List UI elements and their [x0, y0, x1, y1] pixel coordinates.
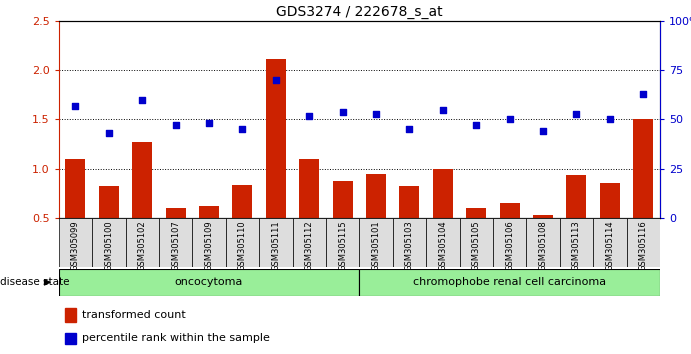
Point: [170, 122, 181, 128]
Point: [337, 109, 348, 114]
Bar: [292, 218, 326, 267]
Title: GDS3274 / 222678_s_at: GDS3274 / 222678_s_at: [276, 5, 443, 19]
Point: [471, 122, 482, 128]
Bar: [567, 176, 587, 218]
Bar: [166, 208, 186, 218]
Point: [70, 103, 81, 109]
Bar: [326, 218, 359, 267]
Point: [538, 129, 549, 134]
Text: GSM305102: GSM305102: [138, 220, 146, 271]
Bar: [65, 333, 75, 343]
Bar: [159, 218, 192, 267]
Bar: [493, 218, 527, 267]
Bar: [126, 218, 159, 267]
Point: [103, 130, 114, 136]
Text: GSM305112: GSM305112: [305, 220, 314, 271]
Text: GSM305116: GSM305116: [638, 220, 647, 271]
Bar: [232, 185, 252, 218]
Bar: [192, 218, 226, 267]
Bar: [392, 218, 426, 267]
Text: chromophobe renal cell carcinoma: chromophobe renal cell carcinoma: [413, 277, 606, 287]
Point: [137, 97, 148, 103]
Point: [604, 116, 615, 122]
Bar: [533, 215, 553, 218]
Bar: [199, 206, 219, 218]
Bar: [359, 269, 660, 296]
Bar: [399, 186, 419, 218]
Bar: [59, 218, 92, 267]
Bar: [332, 181, 352, 218]
Text: GSM305105: GSM305105: [472, 220, 481, 271]
Text: GSM305099: GSM305099: [71, 220, 80, 271]
Bar: [500, 203, 520, 218]
Bar: [99, 186, 119, 218]
Text: percentile rank within the sample: percentile rank within the sample: [82, 333, 269, 343]
Text: GSM305104: GSM305104: [438, 220, 447, 271]
Point: [638, 91, 649, 97]
Text: GSM305100: GSM305100: [104, 220, 113, 271]
Text: GSM305110: GSM305110: [238, 220, 247, 271]
Point: [504, 116, 515, 122]
Bar: [66, 159, 86, 218]
Text: transformed count: transformed count: [82, 310, 185, 320]
Bar: [359, 218, 392, 267]
Bar: [426, 218, 460, 267]
Bar: [460, 218, 493, 267]
Bar: [299, 159, 319, 218]
Bar: [633, 119, 653, 218]
Point: [237, 126, 248, 132]
Bar: [627, 218, 660, 267]
Bar: [593, 218, 627, 267]
Bar: [266, 58, 286, 218]
Bar: [226, 218, 259, 267]
Point: [404, 126, 415, 132]
Text: GSM305111: GSM305111: [272, 220, 281, 271]
Bar: [259, 218, 292, 267]
Bar: [132, 142, 152, 218]
Bar: [366, 173, 386, 218]
Bar: [466, 208, 486, 218]
Bar: [600, 183, 620, 218]
Text: disease state: disease state: [0, 277, 70, 287]
Text: GSM305108: GSM305108: [538, 220, 547, 271]
Point: [571, 111, 582, 116]
Bar: [527, 218, 560, 267]
Bar: [92, 218, 126, 267]
Text: GSM305103: GSM305103: [405, 220, 414, 271]
Text: GSM305106: GSM305106: [505, 220, 514, 271]
Point: [203, 121, 214, 126]
Text: GSM305109: GSM305109: [205, 220, 214, 271]
Point: [303, 113, 314, 118]
Text: GSM305114: GSM305114: [605, 220, 614, 271]
Point: [370, 111, 381, 116]
Bar: [560, 218, 593, 267]
Text: oncocytoma: oncocytoma: [175, 277, 243, 287]
Text: GSM305101: GSM305101: [372, 220, 381, 271]
Text: GSM305113: GSM305113: [572, 220, 581, 271]
Point: [270, 77, 281, 83]
Point: [437, 107, 448, 113]
Bar: [433, 169, 453, 218]
Text: GSM305107: GSM305107: [171, 220, 180, 271]
Bar: [65, 308, 75, 322]
Text: GSM305115: GSM305115: [338, 220, 347, 271]
Bar: [59, 269, 359, 296]
